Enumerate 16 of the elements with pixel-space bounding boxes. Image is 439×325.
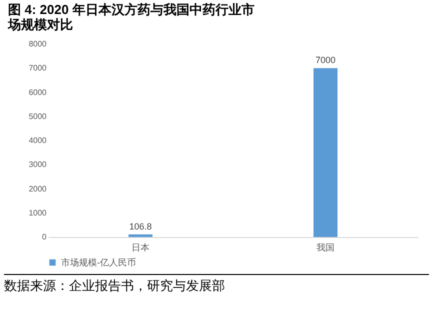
legend-label: 市场规模-亿人民币 [61,258,136,268]
y-tick-label: 1000 [28,208,48,218]
data-label: 7000 [315,55,336,66]
source-note: 数据来源：企业报告书，研究与发展部 [4,274,429,295]
y-tick-label: 6000 [28,88,48,97]
chart-title: 图 4: 2020 年日本汉方药与我国中药行业市场规模对比 [7,2,254,32]
x-tick-label: 我国 [316,242,334,252]
y-tick-label: 8000 [28,40,48,48]
data-label: 106.8 [129,221,152,232]
y-tick-label: 3000 [28,160,48,170]
x-tick-label: 日本 [132,242,150,252]
y-tick-label: 0 [42,232,48,242]
y-tick-label: 4000 [28,136,48,145]
y-tick-label: 5000 [28,112,48,121]
y-tick-label: 7000 [28,64,48,73]
y-tick-label: 2000 [28,184,48,194]
